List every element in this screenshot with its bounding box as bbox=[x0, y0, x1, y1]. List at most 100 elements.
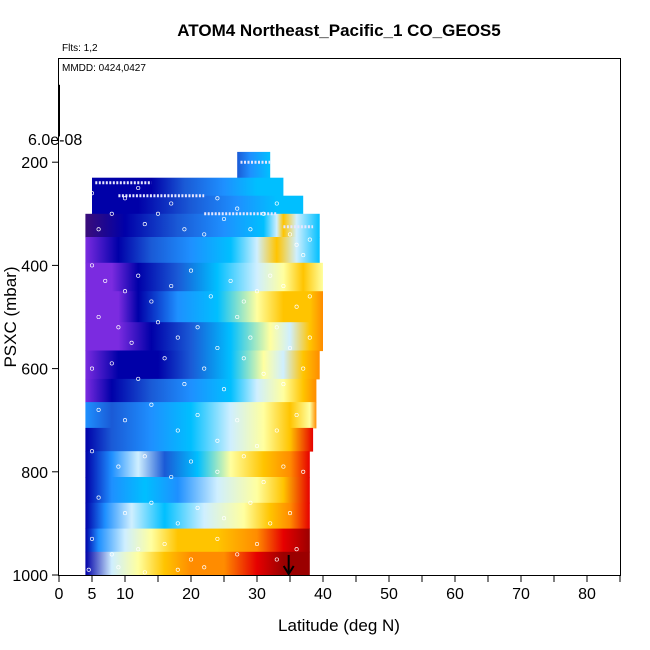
sample-point bbox=[281, 382, 286, 387]
sample-point bbox=[235, 314, 240, 320]
heatmap-band bbox=[85, 378, 317, 403]
sample-point bbox=[281, 464, 286, 469]
sample-point bbox=[215, 196, 220, 201]
sample-point bbox=[202, 232, 207, 237]
sample-point bbox=[142, 454, 147, 459]
sample-point bbox=[155, 211, 161, 216]
sample-point bbox=[215, 469, 220, 474]
x-tick-label: 50 bbox=[380, 586, 398, 603]
sample-point bbox=[96, 227, 101, 232]
sample-point bbox=[195, 412, 200, 418]
sample-point bbox=[116, 464, 121, 469]
sample-point bbox=[274, 428, 279, 433]
y-tick-label: 400 bbox=[21, 258, 48, 275]
sample-point bbox=[162, 356, 167, 361]
sample-point bbox=[169, 283, 174, 289]
sample-point bbox=[188, 268, 194, 273]
sample-point bbox=[89, 536, 95, 541]
sample-point bbox=[175, 521, 180, 526]
flight-track-layer bbox=[95, 160, 314, 229]
sample-point bbox=[122, 511, 128, 516]
heatmap-band bbox=[85, 291, 324, 323]
sample-point bbox=[307, 335, 312, 340]
x-tick-label: 0 bbox=[55, 586, 64, 603]
sample-point bbox=[294, 304, 299, 309]
axes: 0 5 10 20 30 40 50 60 70 80 200 400 600 800 1000 bbox=[12, 84, 621, 603]
sample-point bbox=[149, 299, 154, 304]
y-tick-label: 600 bbox=[21, 362, 48, 379]
sample-point bbox=[268, 273, 273, 278]
sample-point bbox=[241, 454, 246, 459]
sample-point bbox=[129, 340, 134, 345]
sample-point bbox=[188, 459, 194, 464]
heatmap-band bbox=[85, 402, 317, 429]
arrow-head bbox=[282, 565, 295, 576]
sample-point bbox=[109, 211, 114, 216]
heatmap-band bbox=[237, 151, 271, 179]
sample-point bbox=[195, 325, 200, 330]
sample-point bbox=[294, 412, 299, 418]
sample-point bbox=[103, 278, 108, 283]
sample-point bbox=[301, 469, 306, 474]
sample-point bbox=[116, 565, 121, 570]
sample-point bbox=[235, 552, 240, 557]
sample-point bbox=[149, 500, 154, 505]
sample-point bbox=[307, 237, 312, 242]
sample-point bbox=[86, 567, 91, 572]
y-axis-label: PSXC (mbar) bbox=[1, 266, 20, 367]
sample-point bbox=[254, 289, 260, 294]
sample-point bbox=[202, 565, 207, 570]
heatmap-layer bbox=[85, 151, 324, 576]
sample-point bbox=[136, 547, 141, 552]
heatmap-band bbox=[85, 213, 320, 238]
sample-point bbox=[109, 552, 114, 557]
sample-point bbox=[287, 232, 293, 237]
sample-point bbox=[235, 206, 240, 211]
sample-point bbox=[254, 541, 260, 547]
chart-subtitle: Flts: 1,2 bbox=[62, 43, 98, 54]
sample-point bbox=[136, 376, 141, 381]
sample-point bbox=[175, 428, 180, 433]
y-tick-label: 200 bbox=[21, 155, 48, 172]
heatmap-band bbox=[85, 350, 320, 380]
sample-point bbox=[215, 345, 220, 351]
sample-point bbox=[136, 273, 141, 278]
x-tick-label: 30 bbox=[248, 586, 266, 603]
sample-point bbox=[215, 536, 220, 541]
scale-bar-label: 6.0e-08 bbox=[28, 132, 82, 149]
heatmap-band bbox=[85, 477, 310, 504]
sample-point bbox=[169, 474, 174, 480]
sample-point bbox=[162, 541, 167, 547]
heatmap-band bbox=[85, 528, 310, 553]
sample-point bbox=[96, 407, 101, 412]
sample-point bbox=[182, 227, 187, 232]
sample-point bbox=[254, 443, 260, 449]
sample-point bbox=[221, 216, 227, 222]
sample-point bbox=[188, 557, 194, 562]
heatmap-band bbox=[85, 451, 310, 478]
x-tick-label: 70 bbox=[512, 586, 530, 603]
heatmap-band bbox=[85, 551, 310, 576]
x-axis-label: Latitude (deg N) bbox=[278, 616, 400, 635]
sample-point bbox=[268, 521, 273, 526]
sample-point bbox=[274, 201, 279, 206]
sample-point bbox=[261, 480, 266, 485]
sample-point bbox=[89, 191, 95, 196]
sample-point bbox=[248, 227, 253, 232]
sample-point bbox=[175, 335, 180, 340]
sample-point bbox=[109, 361, 114, 366]
sample-point bbox=[241, 299, 246, 304]
sample-point bbox=[281, 283, 286, 289]
chart-title: ATOM4 Northeast_Pacific_1 CO_GEOS5 bbox=[177, 21, 500, 40]
x-tick-label: 80 bbox=[578, 586, 596, 603]
sample-point-layer bbox=[86, 185, 312, 575]
sample-point bbox=[149, 402, 154, 407]
sample-point bbox=[155, 320, 161, 325]
heatmap-band bbox=[85, 237, 320, 264]
x-tick-label: 20 bbox=[182, 586, 200, 603]
sample-point bbox=[274, 325, 279, 330]
sample-point bbox=[261, 211, 266, 216]
x-tick-label: 5 bbox=[88, 586, 97, 603]
sample-point bbox=[122, 289, 128, 294]
sample-point bbox=[248, 500, 253, 505]
